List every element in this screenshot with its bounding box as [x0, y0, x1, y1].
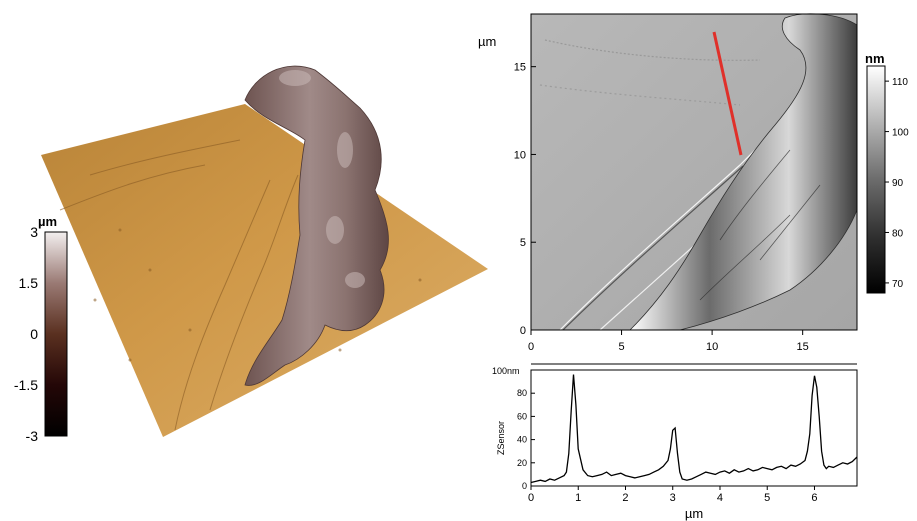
left-colorbar-tick-label: -1.5: [14, 377, 38, 393]
map-colorbar-tick-label: 70: [892, 279, 904, 290]
sample-surface: [41, 104, 488, 437]
map-y-tick-label: 15: [514, 62, 526, 74]
profile-frame: [530, 369, 858, 487]
profile-x-ticks: 0 1 2 3 4 5 6: [528, 486, 818, 504]
left-colorbar: [44, 231, 68, 437]
map-fiber-bundle: [629, 13, 858, 331]
left-colorbar-tick-label: 3: [30, 224, 38, 240]
left-colorbar-tick-label: -3: [26, 428, 39, 444]
profile-x-tick-label: 6: [811, 492, 817, 504]
left-colorbar-tick-label: 0: [30, 326, 38, 342]
profile-line: [712, 31, 743, 156]
profile-x-label: µm: [685, 506, 703, 521]
map-y-ticks: 15 10 5 0: [514, 62, 536, 337]
map-colorbar-ticks: 110 100 90 80 70: [885, 77, 909, 290]
left-colorbar-ticks: 3 1.5 0 -1.5 -3: [14, 224, 38, 444]
profile-x-tick-label: 0: [528, 492, 534, 504]
profile-series-line: [530, 374, 858, 484]
map-colorbar-tick-label: 90: [892, 178, 904, 189]
map-y-tick-label: 0: [520, 325, 526, 337]
map-x-tick-label: 0: [528, 341, 534, 353]
map-colorbar-unit: nm: [865, 51, 885, 66]
map-y-tick-label: 5: [520, 237, 526, 249]
left-colorbar-tick-label: 1.5: [19, 275, 39, 291]
map-colorbar-tick-label: 110: [892, 77, 908, 88]
profile-x-tick-label: 3: [670, 492, 676, 504]
profile-x-tick-label: 1: [575, 492, 581, 504]
height-profile-chart: 100nm ZSensor 80 60 40 20 0 0 1 2 3 4 5 6 µm: [492, 363, 858, 521]
map-colorbar: [866, 65, 886, 294]
map-colorbar-tick-label: 80: [892, 228, 904, 239]
left-colorbar-unit: µm: [38, 214, 57, 229]
profile-y-label: ZSensor: [496, 421, 506, 455]
map-x-tick-label: 5: [618, 341, 624, 353]
profile-y-tick-label: 60: [517, 411, 527, 421]
map-fiber-texture: [699, 149, 821, 301]
map-x-ticks: 0 5 10 15: [528, 330, 809, 353]
map-x-tick-label: 10: [706, 341, 718, 353]
profile-y-ticks: 80 60 40 20 0: [517, 388, 535, 491]
profile-y-tick-label: 0: [522, 481, 527, 491]
amplitude-map-panel: µm 15 10 5 0 0 5 10 15 nm 110 100 90 80 70: [478, 13, 909, 353]
surface-texture: [59, 139, 299, 431]
map-y-tick-label: 10: [514, 149, 526, 161]
profile-y-tick-label: 80: [517, 388, 527, 398]
fiber-highlights: [279, 70, 365, 288]
map-y-unit: µm: [478, 34, 496, 49]
profile-y-tick-label: 20: [517, 458, 527, 468]
map-x-tick-label: 15: [797, 341, 809, 353]
map-colorbar-tick-label: 100: [892, 128, 909, 139]
topography-3d-view: µm 3 1.5 0 -1.5 -3: [14, 65, 488, 444]
profile-x-tick-label: 2: [622, 492, 628, 504]
profile-y-top-label: 100nm: [492, 366, 520, 376]
profile-x-tick-label: 5: [764, 492, 770, 504]
profile-x-tick-label: 4: [717, 492, 723, 504]
profile-y-tick-label: 40: [517, 435, 527, 445]
map-frame: [530, 13, 858, 331]
